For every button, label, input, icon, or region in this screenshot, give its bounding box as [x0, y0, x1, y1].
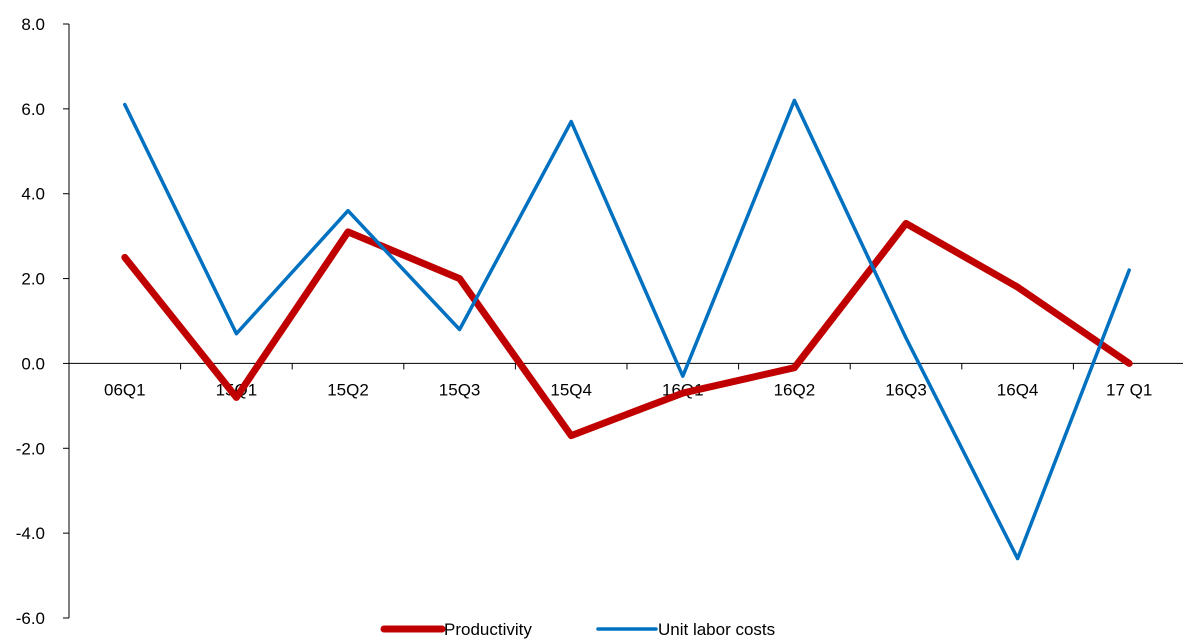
- y-tick-label: -2.0: [16, 439, 45, 458]
- y-tick-label: -4.0: [16, 524, 45, 543]
- y-tick-label: 6.0: [21, 100, 45, 119]
- x-tick-label: 15Q3: [439, 380, 481, 399]
- x-tick-label: 16Q2: [774, 380, 816, 399]
- y-axis: 8.0 6.0 4.0 2.0 0.0 -2.0 -4.0 -6.0: [16, 15, 70, 628]
- legend: Productivity Unit labor costs: [380, 620, 775, 639]
- x-tick-label: 06Q1: [104, 380, 146, 399]
- x-tick-label: 15Q4: [550, 380, 592, 399]
- legend-label-productivity: Productivity: [444, 620, 532, 639]
- series-lines: [121, 98, 1133, 561]
- x-tick-label: 16Q4: [997, 380, 1039, 399]
- y-tick-label: 2.0: [21, 270, 45, 289]
- x-tick-label: 16Q3: [885, 380, 927, 399]
- y-tick-label: 8.0: [21, 15, 45, 34]
- y-tick-label: 0.0: [21, 354, 45, 373]
- legend-label-unit-labor-costs: Unit labor costs: [658, 620, 775, 639]
- series-line-unit-labor-costs: [123, 98, 1131, 561]
- x-axis: 06Q1 15Q1 15Q2 15Q3 15Q4 16Q1 16Q2 16Q3 16Q4 17 Q…: [68, 362, 1183, 399]
- series-line-productivity: [121, 219, 1133, 440]
- y-tick-label: 4.0: [21, 185, 45, 204]
- y-tick-label: -6.0: [16, 609, 45, 628]
- x-tick-label: 15Q2: [327, 380, 369, 399]
- x-tick-label: 17 Q1: [1106, 380, 1152, 399]
